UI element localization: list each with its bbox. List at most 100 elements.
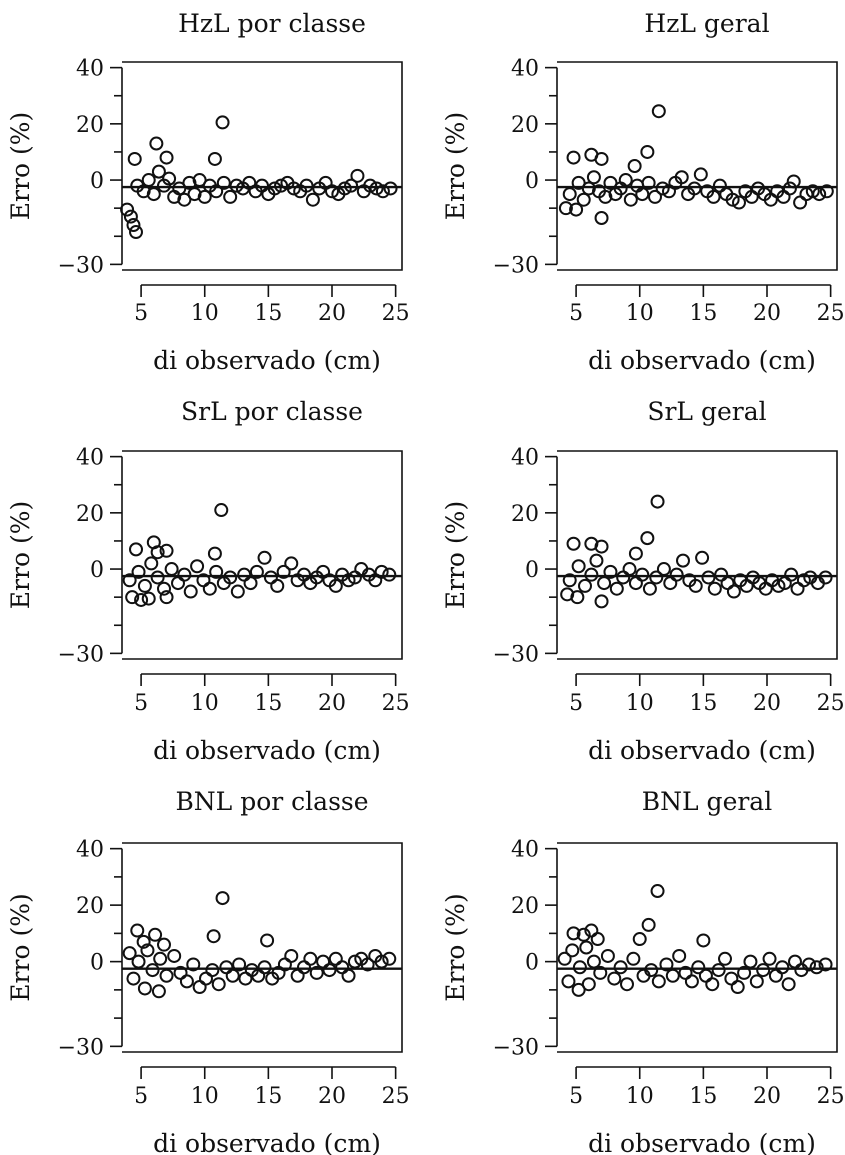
y-tick-label: −30 [493, 642, 539, 667]
data-point [793, 195, 808, 210]
data-point [571, 982, 586, 997]
x-tick-label: 25 [382, 301, 410, 326]
data-point [762, 951, 777, 966]
data-point [586, 954, 601, 969]
data-point [186, 957, 201, 972]
data-point [260, 933, 275, 948]
data-point [257, 960, 272, 975]
data-point [620, 977, 634, 992]
y-tick-label: 0 [90, 951, 104, 976]
data-point [669, 567, 684, 582]
plot-frame [557, 61, 838, 271]
data-point [137, 981, 152, 996]
data-point [284, 556, 299, 571]
data-point [205, 963, 220, 978]
data-point [711, 963, 726, 978]
data-point [571, 559, 586, 574]
data-point [171, 576, 185, 591]
data-point [267, 181, 282, 196]
data-point [150, 570, 165, 585]
x-tick-label: 15 [254, 301, 282, 326]
data-point [570, 590, 585, 605]
data-point [687, 181, 702, 196]
data-point [590, 932, 605, 947]
data-point [309, 965, 324, 980]
data-point [148, 927, 163, 942]
data-point [688, 578, 703, 593]
data-point [137, 578, 152, 593]
data-point [337, 181, 352, 196]
x-tick-label: 25 [382, 691, 410, 716]
data-point [344, 178, 359, 193]
data-point [211, 977, 226, 992]
plot-frame [557, 450, 838, 660]
data-point [382, 951, 397, 966]
data-point [581, 977, 596, 992]
data-point [603, 564, 618, 579]
data-point [818, 570, 833, 585]
data-point [784, 567, 799, 582]
plot-frame [557, 842, 838, 1053]
data-point [558, 201, 573, 216]
x-axis-label: di observado (cm) [588, 1129, 816, 1155]
data-point [594, 539, 609, 554]
y-axis-label: Erro (%) [441, 112, 470, 220]
x-tick-label: 25 [817, 1084, 845, 1109]
data-point [665, 968, 680, 983]
data-point [207, 546, 222, 561]
data-point [724, 971, 739, 986]
data-point [237, 567, 252, 582]
data-point [129, 542, 143, 557]
x-tick-label: 20 [318, 1084, 346, 1109]
data-point [642, 581, 657, 596]
data-point [209, 564, 224, 579]
data-point [562, 573, 577, 588]
data-point [609, 581, 624, 596]
data-point [640, 144, 655, 159]
data-point [202, 581, 217, 596]
data-point [603, 175, 618, 190]
data-point [183, 584, 198, 599]
data-point [651, 974, 666, 989]
data-point [732, 195, 746, 210]
data-point [130, 923, 145, 938]
y-tick-label: 0 [525, 169, 539, 194]
data-point [566, 926, 581, 941]
data-point [674, 170, 689, 185]
data-point [796, 573, 811, 588]
data-point [214, 503, 229, 518]
data-point [150, 545, 165, 560]
panel-title: HzL por classe [178, 9, 366, 38]
data-point [129, 225, 143, 240]
data-point [177, 192, 192, 207]
data-point [648, 189, 662, 204]
data-point [192, 173, 207, 188]
data-point [270, 578, 285, 593]
data-point [146, 187, 161, 202]
data-point [263, 570, 278, 585]
y-tick-label: 40 [511, 57, 539, 82]
y-tick-label: 20 [76, 502, 104, 527]
data-point [325, 184, 339, 199]
data-point [363, 178, 378, 193]
data-point [701, 570, 716, 585]
data-point [286, 181, 301, 196]
panel-title: HzL geral [644, 9, 769, 38]
data-point [569, 202, 584, 217]
y-tick-label: 20 [511, 113, 539, 138]
data-point [360, 957, 375, 972]
data-point [790, 581, 805, 596]
data-point [141, 173, 156, 188]
panel-title: BNL por classe [175, 787, 368, 816]
data-point [628, 576, 643, 591]
data-point [243, 576, 258, 591]
data-point [705, 977, 720, 992]
data-point [328, 578, 343, 593]
data-point [720, 576, 735, 591]
data-point [374, 954, 389, 969]
data-point [274, 178, 289, 193]
y-tick-label: 20 [76, 113, 104, 138]
data-point [561, 974, 576, 989]
x-tick-label: 20 [753, 1084, 781, 1109]
